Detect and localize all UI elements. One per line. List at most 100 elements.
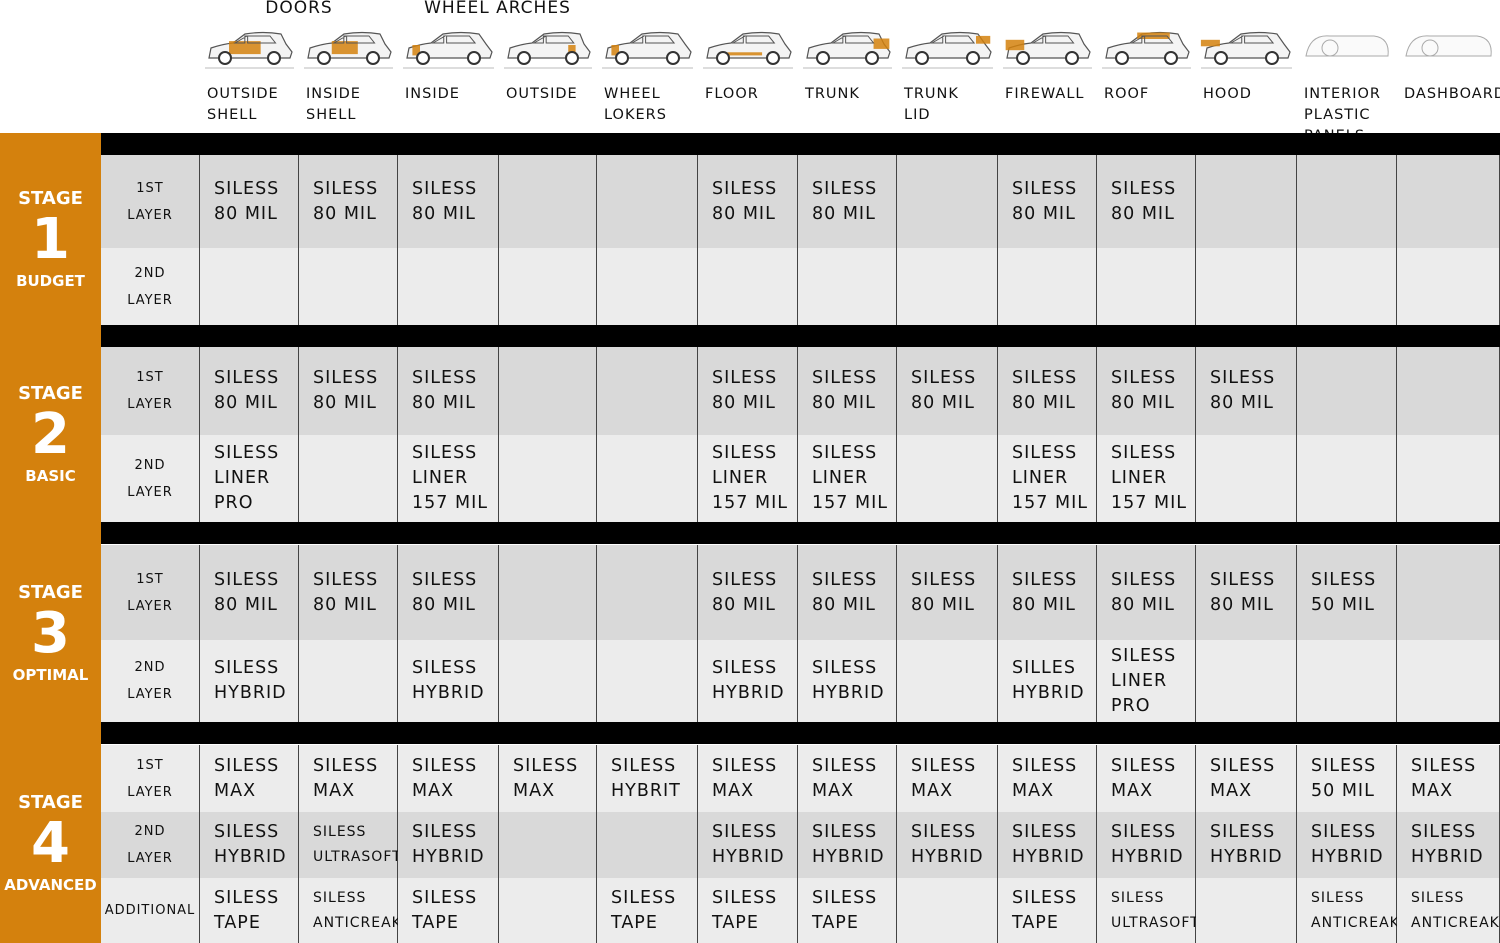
column-label: FLOOR <box>705 86 759 102</box>
table-cell: SILESS HYBRID <box>897 812 998 878</box>
table-cell <box>1196 155 1297 248</box>
table-cell: SILESS ULTRASOFT <box>1097 878 1199 943</box>
stage-number: 3 <box>31 600 70 666</box>
car-icon <box>1003 31 1092 69</box>
table-cell: SILESS 80 MIL <box>698 347 798 435</box>
row-label: 2ND LAYER <box>101 812 200 878</box>
separator-bar <box>101 722 1500 744</box>
table-cell: SILESS 80 MIL <box>698 545 798 640</box>
table-cell: SILESS 80 MIL <box>398 347 499 435</box>
table-cell: SILESS HYBRID <box>798 640 897 722</box>
table-cell: SILESS MAX <box>1196 745 1297 812</box>
table-cell: SILESS 80 MIL <box>299 545 398 640</box>
separator-bar <box>101 325 1500 347</box>
table-cell: SILESS 80 MIL <box>200 347 299 435</box>
column-label: HOOD <box>1203 86 1252 102</box>
table-cell: SILESS ANTICREAK <box>299 878 401 943</box>
table-cell <box>897 640 998 722</box>
table-cell <box>597 248 698 325</box>
table-cell <box>1397 347 1500 435</box>
table-cell: SILESS 80 MIL <box>1097 347 1196 435</box>
table-cell <box>1297 347 1397 435</box>
column-label: TRUNK LID <box>904 86 959 123</box>
table-cell <box>698 248 798 325</box>
row-label: 2ND LAYER <box>101 435 200 522</box>
table-cell <box>1196 878 1297 943</box>
table-cell: SILESS 80 MIL <box>798 347 897 435</box>
table-cell: SILESS 80 MIL <box>798 545 897 640</box>
table-cell: SILESS MAX <box>200 745 299 812</box>
stage-name: OPTIMAL <box>12 665 89 684</box>
table-cell: SILESS HYBRID <box>1397 812 1500 878</box>
table-cell: SILESS ANTICREAK <box>1297 878 1399 943</box>
table-cell: SILESS TAPE <box>698 878 798 943</box>
car-icon <box>1305 35 1389 57</box>
table-cell <box>597 155 698 248</box>
table-cell: SILESS 80 MIL <box>1196 545 1297 640</box>
table-cell: SILESS 80 MIL <box>200 545 299 640</box>
table-cell <box>499 347 597 435</box>
stage-label: STAGE <box>18 188 83 209</box>
group-label: DOORS <box>265 0 333 18</box>
table-cell: SILESS HYBRID <box>1196 812 1297 878</box>
table-cell <box>499 435 597 522</box>
row-label: 2ND LAYER <box>101 248 200 325</box>
stage-label: STAGE <box>18 581 83 603</box>
table-cell: SILESS MAX <box>1397 745 1500 812</box>
table-cell: SILESS HYBRID <box>998 812 1097 878</box>
table-cell <box>897 248 998 325</box>
table-cell <box>499 248 597 325</box>
column-label: INSIDE <box>405 86 460 102</box>
group-label: WHEEL ARCHES <box>424 0 571 18</box>
table-cell: SILESS MAX <box>1097 745 1196 812</box>
table-cell: SILESS 80 MIL <box>299 155 398 248</box>
table-cell: SILESS 80 MIL <box>998 347 1097 435</box>
table-cell: SILESS 80 MIL <box>698 155 798 248</box>
table-cell: SILESS 80 MIL <box>1097 545 1196 640</box>
row-label: 1ST LAYER <box>101 545 200 640</box>
table-cell <box>597 347 698 435</box>
stage-label: STAGE <box>18 792 83 813</box>
table-cell <box>1397 248 1500 325</box>
row-label: 1ST LAYER <box>101 347 200 435</box>
table-cell: SILESS LINER 157 MIL <box>1097 435 1196 522</box>
table-cell <box>1297 435 1397 522</box>
table-cell: SILESS 80 MIL <box>398 155 499 248</box>
table-cell <box>1196 248 1297 325</box>
table-cell: SILESS HYBRID <box>200 812 299 878</box>
stage-column <box>0 133 101 943</box>
table-cell <box>1397 435 1500 522</box>
table-cell: SILESS 50 MIL <box>1297 545 1397 640</box>
table-cell <box>597 435 698 522</box>
stage-label: STAGE <box>18 382 83 404</box>
table-cell: SILESS MAX <box>897 745 998 812</box>
car-icon <box>602 31 693 69</box>
table-cell: SILESS TAPE <box>398 878 499 943</box>
table-cell <box>499 545 597 640</box>
stage-number: 1 <box>31 207 70 272</box>
table-cell: SILESS LINER PRO <box>1097 640 1196 722</box>
table-cell: SILESS MAX <box>998 745 1097 812</box>
table-cell: SILESS HYBRID <box>698 640 798 722</box>
table-cell <box>798 248 897 325</box>
table-cell: SILESS TAPE <box>798 878 897 943</box>
table-cell <box>299 640 398 722</box>
car-icon <box>205 31 294 69</box>
table-cell: SILESS HYBRID <box>200 640 299 722</box>
table-cell: SILESS 80 MIL <box>897 545 998 640</box>
table-cell: SILESS 80 MIL <box>798 155 897 248</box>
stage-number: 4 <box>31 811 70 876</box>
table-cell <box>1297 155 1397 248</box>
table-cell <box>897 878 998 943</box>
column-label: ROOF <box>1104 86 1150 102</box>
table-cell: SILESS 80 MIL <box>398 545 499 640</box>
table-cell <box>597 640 698 722</box>
column-label: OUTSIDE SHELL <box>207 86 279 123</box>
table-cell: SILESS HYBRID <box>698 812 798 878</box>
table-cell: SILESS MAX <box>698 745 798 812</box>
table-cell: SILESS TAPE <box>998 878 1097 943</box>
table-cell <box>597 545 698 640</box>
table-cell: SILESS 80 MIL <box>299 347 398 435</box>
stage-name: ADVANCED <box>4 876 97 894</box>
